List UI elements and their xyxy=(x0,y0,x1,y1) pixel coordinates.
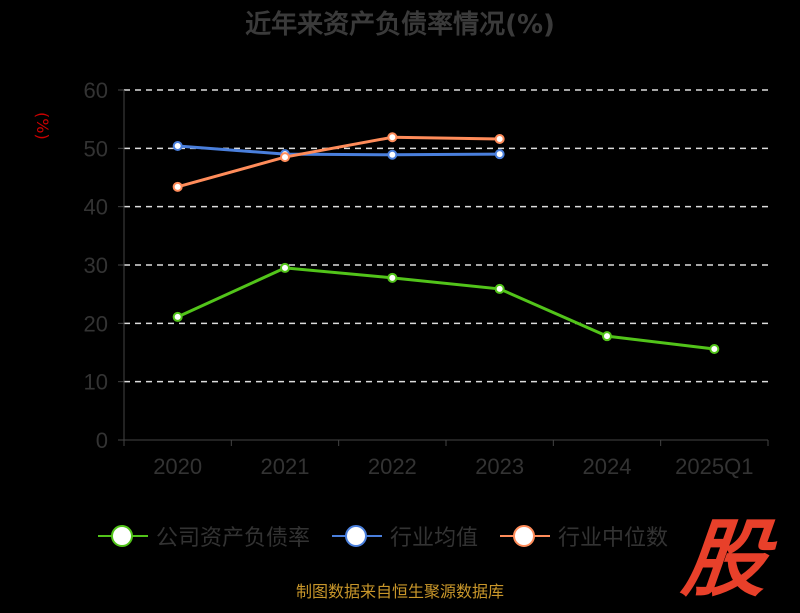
y-tick-label: 30 xyxy=(84,253,108,278)
data-point xyxy=(494,283,505,294)
legend-item[interactable]: 行业均值 xyxy=(332,520,478,552)
data-point xyxy=(602,331,612,342)
data-point xyxy=(172,181,183,192)
legend-item[interactable]: 公司资产负债率 xyxy=(98,520,310,552)
legend-marker-icon xyxy=(500,524,551,548)
y-tick-label: 50 xyxy=(84,136,108,161)
data-point xyxy=(172,311,183,322)
x-tick-label: 2023 xyxy=(475,454,524,479)
x-tick-label: 2021 xyxy=(261,454,310,479)
legend-label: 行业中位数 xyxy=(558,526,669,551)
legend-label: 公司资产负债率 xyxy=(156,526,311,551)
series-line-0 xyxy=(177,266,715,351)
logo: 股 xyxy=(678,510,773,608)
chart-area: 0 10 20 30 40 50 60 2020 2021 2022 2023 2024 2025Q1 xyxy=(84,78,769,479)
data-point xyxy=(387,132,398,143)
data-point xyxy=(387,272,398,283)
chart-title: 近年来资产负债率情况(%) xyxy=(245,10,555,40)
y-tick-label: 0 xyxy=(96,428,108,453)
legend-marker-icon xyxy=(98,524,148,548)
data-point xyxy=(172,141,183,151)
x-tick-label: 2024 xyxy=(583,454,632,479)
legend-item[interactable]: 行业中位数 xyxy=(500,520,668,552)
data-point xyxy=(280,152,290,163)
source-note: 制图数据来自恒生聚源数据库 xyxy=(295,582,504,601)
legend-label: 行业均值 xyxy=(390,526,479,551)
y-tick-label: 40 xyxy=(84,195,108,220)
x-tick-label: 2025Q1 xyxy=(675,454,753,479)
legend: 公司资产负债率 行业均值 行业中位数 xyxy=(98,520,690,552)
y-tick-label: 60 xyxy=(84,78,108,103)
series-line-1 xyxy=(177,144,500,157)
x-tick-label: 2022 xyxy=(368,454,417,479)
data-point xyxy=(494,149,505,160)
y-tick-label: 10 xyxy=(84,370,108,395)
x-tick-label: 2020 xyxy=(153,454,202,479)
series-line-2 xyxy=(177,135,500,189)
data-point xyxy=(280,262,290,273)
legend-marker-icon xyxy=(332,524,383,548)
data-point xyxy=(494,134,505,144)
y-tick-label: 20 xyxy=(84,311,108,336)
data-point xyxy=(387,149,398,160)
data-point xyxy=(709,344,720,354)
